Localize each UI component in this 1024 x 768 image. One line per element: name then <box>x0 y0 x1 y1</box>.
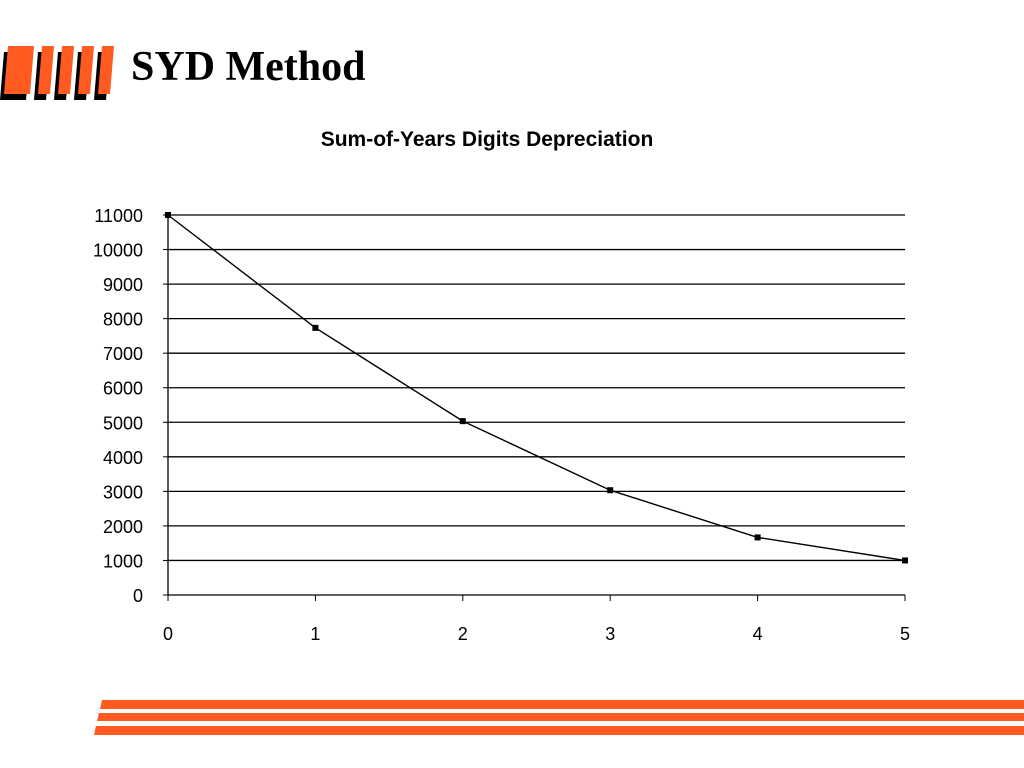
slide-title: SYD Method <box>131 44 366 90</box>
x-tick-label: 1 <box>310 624 320 644</box>
gridlines <box>168 214 905 562</box>
y-tick-label: 1000 <box>103 551 143 571</box>
series-lines <box>167 214 906 562</box>
y-tick-label: 8000 <box>103 310 143 330</box>
axes <box>167 215 905 596</box>
y-tick-label: 3000 <box>103 482 143 502</box>
x-tick-label: 0 <box>163 624 173 644</box>
x-tick-label: 2 <box>458 624 468 644</box>
data-point <box>754 534 761 541</box>
data-point <box>902 557 908 564</box>
y-tick-label: 5000 <box>103 413 143 433</box>
x-tick-label: 5 <box>900 624 910 644</box>
line-chart: Sum-of-Years Digits Depreciation 0100020… <box>93 128 910 644</box>
y-tick-label: 9000 <box>103 275 143 295</box>
x-tick-label: 4 <box>753 624 763 644</box>
data-point <box>165 212 171 218</box>
data-point <box>607 487 614 494</box>
data-point <box>312 324 319 331</box>
y-tick-label: 6000 <box>103 379 143 399</box>
y-tick-label: 10000 <box>93 241 143 261</box>
y-tick-label: 0 <box>133 586 143 606</box>
x-tick-label: 3 <box>605 624 615 644</box>
chart-title: Sum-of-Years Digits Depreciation <box>321 128 654 151</box>
data-markers <box>165 212 908 564</box>
footer-stripes-icon <box>94 700 1024 735</box>
series-line <box>167 214 906 562</box>
data-point <box>459 418 466 425</box>
x-axis-ticks: 0 1 2 3 4 5 <box>163 595 910 644</box>
y-tick-label: 4000 <box>103 448 143 468</box>
y-tick-label: 7000 <box>103 344 143 364</box>
y-tick-label: 2000 <box>103 517 143 537</box>
y-axis-ticks: 0 1000 2000 3000 4000 5000 6000 7000 8000 9000 100… <box>93 206 168 606</box>
logo-stripes-icon <box>0 46 114 100</box>
y-tick-label: 11000 <box>94 206 143 226</box>
